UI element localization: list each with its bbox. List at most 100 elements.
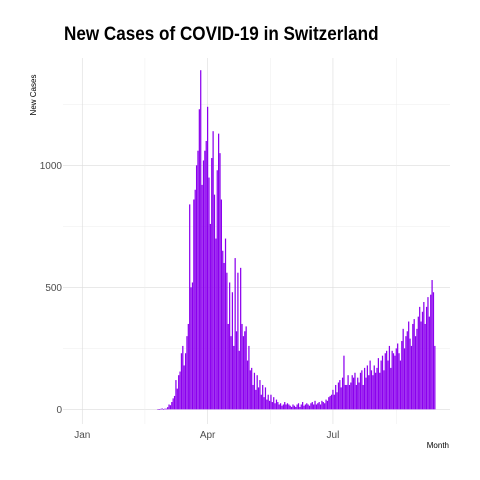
bar xyxy=(215,238,217,410)
bar xyxy=(195,165,198,410)
bar xyxy=(306,403,308,410)
bar xyxy=(359,372,362,410)
bar xyxy=(285,404,287,410)
bar xyxy=(386,350,388,410)
bar xyxy=(403,348,406,410)
bar xyxy=(202,160,205,410)
bar xyxy=(230,336,232,410)
bar xyxy=(355,384,357,410)
bar xyxy=(332,389,334,410)
bar xyxy=(391,350,393,410)
bar xyxy=(329,395,331,410)
bar xyxy=(213,194,216,410)
bar xyxy=(183,365,185,410)
bar xyxy=(419,306,421,410)
bar xyxy=(211,158,213,410)
bar xyxy=(315,404,318,410)
bar xyxy=(313,404,315,410)
bar xyxy=(169,405,172,410)
bar xyxy=(424,323,426,410)
bar xyxy=(377,358,380,410)
bar xyxy=(384,353,386,410)
bar xyxy=(224,238,227,410)
bar xyxy=(395,348,397,410)
bar xyxy=(430,294,432,410)
bar xyxy=(421,311,424,410)
bar xyxy=(267,394,269,410)
bar xyxy=(425,306,428,410)
bar xyxy=(279,403,282,410)
bar xyxy=(335,384,337,410)
bar xyxy=(162,409,165,410)
bar xyxy=(326,400,329,410)
bar xyxy=(189,204,191,410)
bar xyxy=(274,403,276,410)
bar xyxy=(373,365,375,410)
bar xyxy=(277,402,279,410)
bar xyxy=(423,302,425,410)
bar xyxy=(262,384,264,410)
bar xyxy=(319,404,322,410)
bar xyxy=(186,336,188,410)
bar xyxy=(264,387,267,410)
bar xyxy=(245,326,247,410)
bar xyxy=(365,377,367,410)
bar xyxy=(168,404,170,410)
bar xyxy=(178,375,180,410)
bar xyxy=(299,406,301,410)
y-tick-label: 1000 xyxy=(40,161,63,172)
bar xyxy=(281,405,283,410)
bar xyxy=(289,405,291,410)
bar xyxy=(251,367,253,410)
bar xyxy=(249,370,251,410)
bar xyxy=(229,282,231,410)
bar xyxy=(381,355,384,410)
bar xyxy=(318,402,320,410)
bar xyxy=(344,384,346,410)
bar xyxy=(293,405,295,410)
bar xyxy=(216,170,218,410)
bar xyxy=(200,70,202,410)
bar xyxy=(324,403,326,410)
bar xyxy=(307,404,309,410)
bar xyxy=(164,408,166,410)
bar xyxy=(333,394,335,410)
bar xyxy=(431,280,433,410)
bar xyxy=(392,353,395,410)
bar xyxy=(295,406,297,410)
bar xyxy=(363,367,366,410)
bar xyxy=(434,345,436,410)
bar xyxy=(310,403,312,410)
bar xyxy=(351,375,353,410)
bar xyxy=(380,360,382,410)
bar xyxy=(340,387,342,410)
bar xyxy=(343,355,345,410)
bar xyxy=(366,365,368,410)
bar xyxy=(394,355,396,410)
x-tick-label: Jan xyxy=(74,430,90,441)
y-tick-labels: 0 500 1000 xyxy=(40,161,63,416)
bar xyxy=(414,336,417,410)
bar xyxy=(302,402,304,410)
bar xyxy=(244,331,246,410)
bar xyxy=(368,375,370,410)
bar xyxy=(260,394,262,410)
bar xyxy=(176,388,178,410)
bar xyxy=(390,367,392,410)
bar xyxy=(233,345,235,410)
x-tick-labels: Jan Apr Jul xyxy=(74,430,339,441)
y-axis-title: New Cases xyxy=(29,75,38,116)
bar xyxy=(370,370,373,410)
bar xyxy=(227,323,229,410)
bars xyxy=(157,70,436,410)
bar xyxy=(242,336,245,410)
bar xyxy=(246,360,249,410)
bar xyxy=(182,345,184,410)
bar xyxy=(387,360,389,410)
bar xyxy=(173,395,176,410)
bar xyxy=(413,319,415,410)
bar xyxy=(220,199,223,410)
bar xyxy=(339,380,341,410)
bar xyxy=(263,397,265,410)
bar xyxy=(311,402,313,410)
